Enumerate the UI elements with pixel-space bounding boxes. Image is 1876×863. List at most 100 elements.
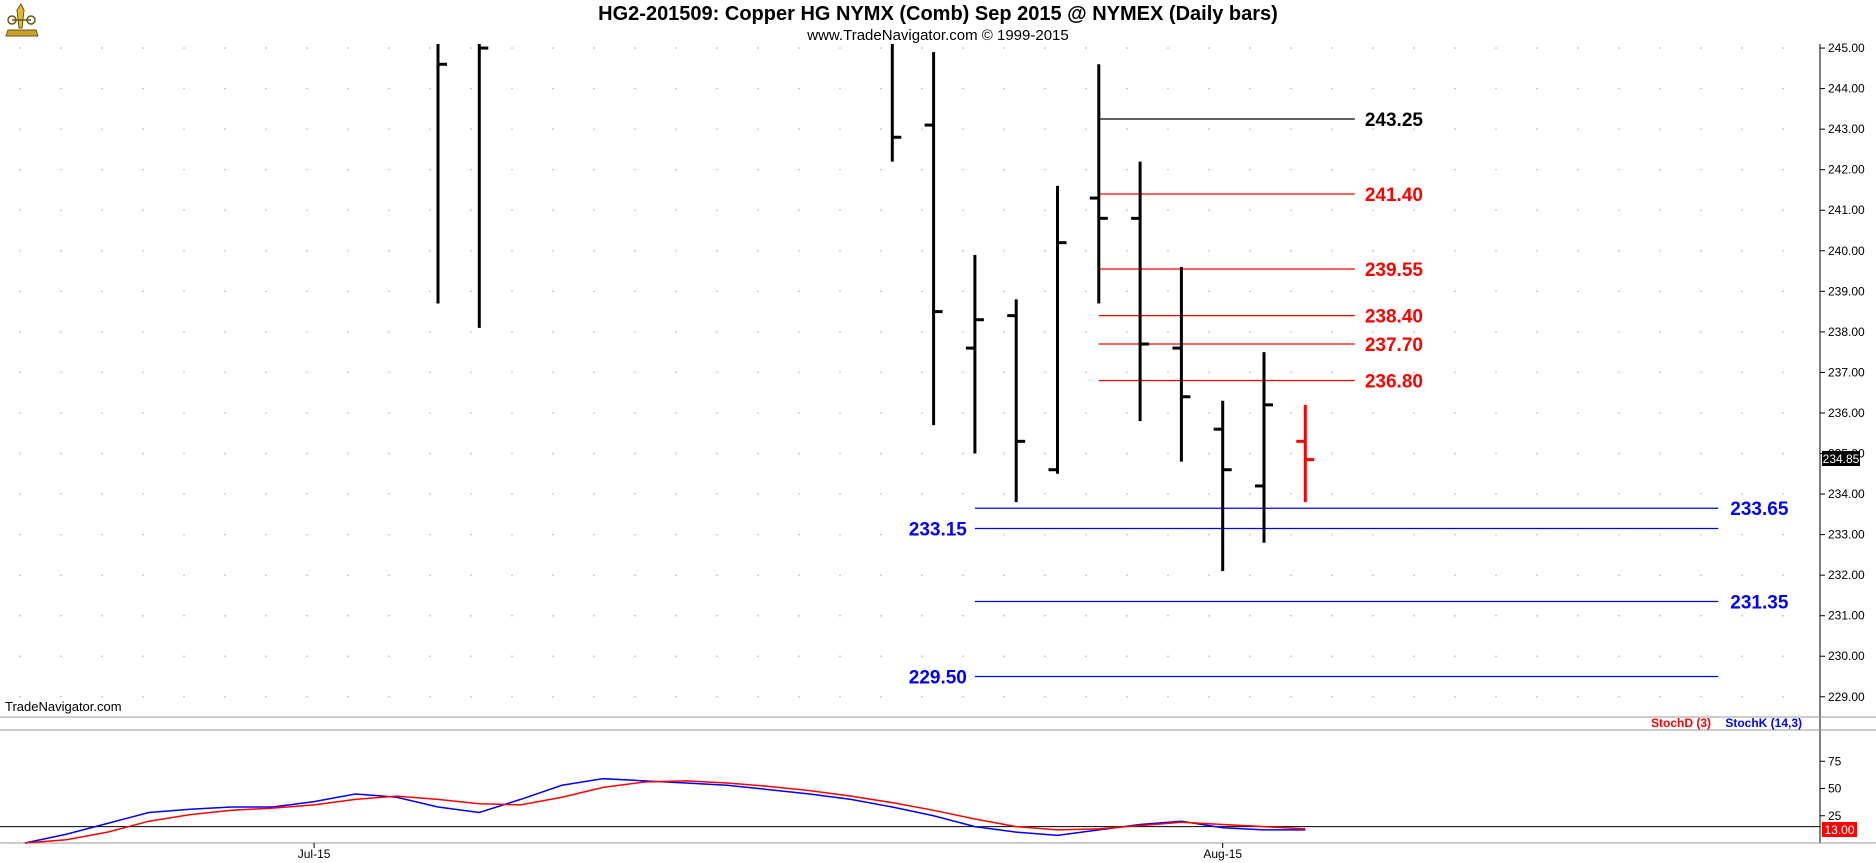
grid-dot [101, 614, 103, 617]
grid-dot [552, 209, 554, 212]
grid-dot [19, 655, 21, 658]
grid-dot [921, 371, 923, 374]
ohlc-bar [1089, 64, 1108, 304]
grid-dot [1126, 412, 1128, 414]
grid-dot [798, 533, 800, 536]
grid-dot [470, 290, 472, 293]
level-label-231.35: 231.35 [1730, 593, 1789, 614]
grid-dot [634, 655, 636, 658]
grid-dot [552, 574, 554, 577]
grid-dot [1659, 290, 1661, 293]
grid-dot [839, 574, 841, 577]
grid-dot [265, 330, 267, 333]
grid-dot [1126, 290, 1128, 293]
level-lines: 243.25 241.40 239.55 238.40 237.70 236.80 233.… [909, 110, 1789, 689]
grid-dot [1044, 209, 1046, 212]
grid-dot [1741, 249, 1743, 252]
grid-dot [552, 493, 554, 495]
grid-dot [511, 695, 513, 698]
grid-dot [60, 614, 62, 617]
grid-dot [470, 371, 472, 374]
grid-dot [634, 533, 636, 536]
grid-dot [962, 209, 964, 212]
grid-dot [1167, 452, 1169, 455]
grid-dot [388, 47, 390, 49]
grid-dot [1331, 128, 1333, 131]
grid-dot [1372, 87, 1374, 90]
grid-dot [962, 695, 964, 698]
grid-dot [552, 330, 554, 333]
grid-dot [757, 290, 759, 293]
grid-dot [716, 371, 718, 374]
grid-dot [183, 47, 185, 49]
grid-dot [675, 47, 677, 49]
grid-dot [839, 614, 841, 617]
grid-dot [716, 614, 718, 617]
grid-dot [1577, 412, 1579, 414]
grid-dot [1290, 412, 1292, 414]
grid-dot [1372, 290, 1374, 293]
ohlc-bar [477, 44, 489, 328]
grid-dot [1454, 249, 1456, 252]
grid-dot [1003, 249, 1005, 252]
grid-dot [60, 209, 62, 212]
grid-dot [675, 533, 677, 536]
grid-dot [142, 249, 144, 252]
grid-dot [1208, 87, 1210, 90]
grid-dot [1782, 249, 1784, 252]
grid-dot [101, 249, 103, 252]
grid-dot [798, 371, 800, 374]
grid-dot [1003, 533, 1005, 536]
grid-dot [1208, 412, 1210, 414]
level-label-239.55: 239.55 [1365, 260, 1424, 281]
grid-dot [1741, 168, 1743, 171]
grid-dot [1290, 452, 1292, 455]
grid-dot [1700, 614, 1702, 617]
grid-dot [593, 493, 595, 495]
grid-dot [511, 371, 513, 374]
grid-dot [1044, 290, 1046, 293]
legend-stoch-k: StochK (14,3) [1725, 716, 1802, 730]
grid-dot [60, 533, 62, 536]
grid-dot [265, 209, 267, 212]
grid-dot [183, 493, 185, 495]
grid-dot [962, 655, 964, 658]
grid-dot [1618, 371, 1620, 374]
grid-dots [19, 47, 1784, 698]
grid-dot [1700, 655, 1702, 658]
grid-dot [1044, 371, 1046, 374]
grid-dot [1044, 574, 1046, 577]
grid-dot [101, 533, 103, 536]
grid-dot [1044, 452, 1046, 455]
grid-dot [429, 290, 431, 293]
grid-dot [1208, 614, 1210, 617]
grid-dot [388, 128, 390, 131]
grid-dot [880, 533, 882, 536]
grid-dot [1659, 87, 1661, 90]
grid-dot [1413, 655, 1415, 658]
grid-dot [839, 533, 841, 536]
panel-frame [0, 44, 1876, 844]
grid-dot [142, 655, 144, 658]
grid-dot [1659, 412, 1661, 414]
grid-dot [1085, 168, 1087, 171]
level-label-238.40: 238.40 [1365, 307, 1423, 328]
grid-dot [183, 533, 185, 536]
grid-dot [1536, 574, 1538, 577]
grid-dot [757, 574, 759, 577]
grid-dot [1167, 614, 1169, 617]
grid-dot [1208, 168, 1210, 171]
last-price-value: 234.85 [1823, 452, 1860, 466]
grid-dot [1659, 614, 1661, 617]
grid-dot [675, 574, 677, 577]
grid-dot [593, 452, 595, 455]
grid-dot [839, 371, 841, 374]
grid-dot [921, 493, 923, 495]
grid-dot [1782, 695, 1784, 698]
grid-dot [675, 128, 677, 131]
grid-dot [1085, 87, 1087, 90]
grid-dot [388, 614, 390, 617]
grid-dot [1249, 574, 1251, 577]
grid-dot [347, 533, 349, 536]
grid-dot [757, 249, 759, 252]
